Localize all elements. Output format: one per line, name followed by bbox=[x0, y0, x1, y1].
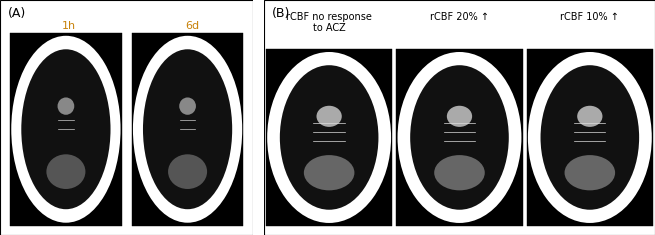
Text: (B): (B) bbox=[272, 7, 290, 20]
Ellipse shape bbox=[47, 154, 85, 189]
Bar bbox=[266, 49, 392, 226]
Ellipse shape bbox=[179, 98, 196, 115]
Text: rCBF no response
to ACZ: rCBF no response to ACZ bbox=[286, 12, 372, 33]
Ellipse shape bbox=[267, 52, 391, 223]
Ellipse shape bbox=[577, 106, 603, 127]
Bar bbox=[396, 49, 523, 226]
Ellipse shape bbox=[58, 98, 74, 115]
Ellipse shape bbox=[316, 106, 342, 127]
Ellipse shape bbox=[540, 65, 639, 210]
Text: rCBF 10% ↑: rCBF 10% ↑ bbox=[561, 12, 619, 22]
Text: rCBF 20% ↑: rCBF 20% ↑ bbox=[430, 12, 489, 22]
Ellipse shape bbox=[398, 52, 521, 223]
Ellipse shape bbox=[434, 155, 485, 190]
Text: (A): (A) bbox=[8, 7, 26, 20]
Ellipse shape bbox=[565, 155, 615, 190]
Text: 1h: 1h bbox=[62, 20, 75, 31]
Ellipse shape bbox=[133, 36, 242, 223]
Ellipse shape bbox=[528, 52, 652, 223]
Ellipse shape bbox=[168, 154, 207, 189]
Bar bbox=[132, 33, 244, 226]
Bar bbox=[10, 33, 122, 226]
Ellipse shape bbox=[447, 106, 472, 127]
Ellipse shape bbox=[280, 65, 379, 210]
Text: 6d: 6d bbox=[185, 20, 200, 31]
Bar bbox=[527, 49, 653, 226]
Ellipse shape bbox=[22, 49, 111, 209]
Ellipse shape bbox=[11, 36, 121, 223]
Ellipse shape bbox=[410, 65, 509, 210]
Ellipse shape bbox=[304, 155, 354, 190]
Ellipse shape bbox=[143, 49, 232, 209]
